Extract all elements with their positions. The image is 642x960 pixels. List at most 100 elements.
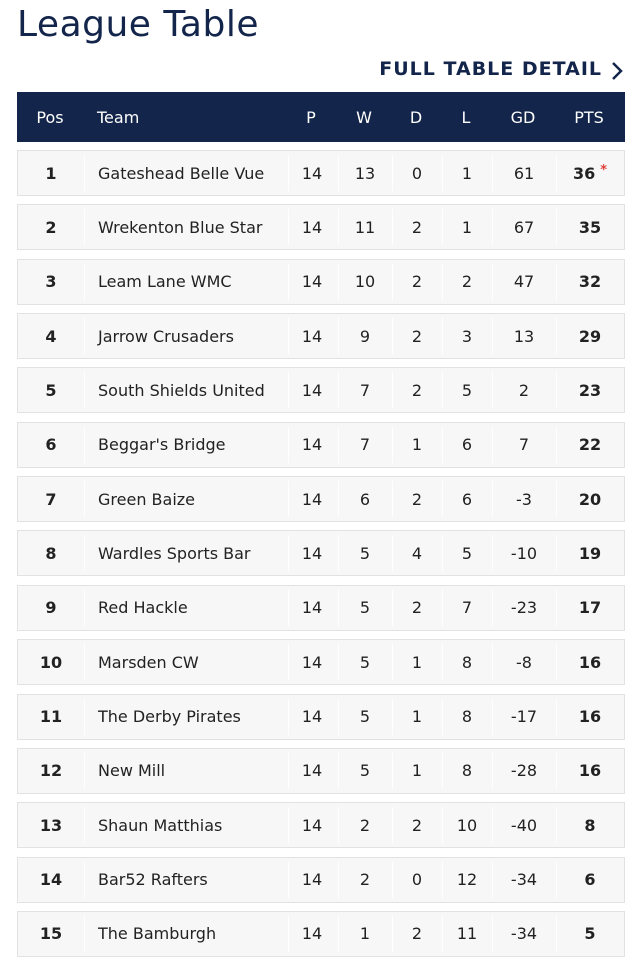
column-divider xyxy=(392,426,393,463)
stat-cell: 5 xyxy=(338,531,392,575)
stat-cell: 11 xyxy=(442,912,492,956)
cell-text: 1 xyxy=(45,163,57,183)
cell-text: 5 xyxy=(461,380,473,400)
cell-text: 14 xyxy=(301,489,323,509)
cell-text: -17 xyxy=(510,707,538,726)
column-divider xyxy=(288,861,289,898)
cell-text: 14 xyxy=(301,217,323,237)
stat-cell: 2 xyxy=(442,260,492,304)
cell-text: 9 xyxy=(359,326,371,346)
column-divider xyxy=(392,644,393,681)
cell-text: 1 xyxy=(411,761,423,781)
column-divider xyxy=(84,481,85,518)
column-divider xyxy=(288,209,289,246)
cell-text: 32 xyxy=(578,272,602,292)
cell-text: 5 xyxy=(359,652,371,672)
column-divider xyxy=(84,426,85,463)
stat-cell: 3 xyxy=(18,260,84,304)
team-name: New Mill xyxy=(98,749,288,793)
stat-cell: -40 xyxy=(492,803,556,847)
stat-cell: 7 xyxy=(442,586,492,630)
cell-text: 7 xyxy=(518,435,530,455)
column-divider xyxy=(442,426,443,463)
cell-text: Wrekenton Blue Star xyxy=(98,217,263,237)
cell-text: 1 xyxy=(461,217,473,237)
column-header: Pos xyxy=(36,107,64,127)
stat-cell: -34 xyxy=(492,858,556,902)
cell-text: 2 xyxy=(411,326,423,346)
full-table-link[interactable]: FULL TABLE DETAIL xyxy=(379,58,602,80)
stat-cell: 13 xyxy=(338,151,392,195)
column-divider xyxy=(84,807,85,844)
column-header: P xyxy=(306,107,316,127)
column-divider xyxy=(556,861,557,898)
column-divider xyxy=(492,155,493,191)
column-divider xyxy=(442,589,443,626)
column-divider xyxy=(288,263,289,300)
cell-text: 5 xyxy=(359,761,371,781)
stat-cell: 13 xyxy=(18,803,84,847)
stat-cell: 14 xyxy=(288,695,336,739)
stat-cell: 12 xyxy=(18,749,84,793)
stat-cell: 1 xyxy=(392,423,442,467)
stat-cell: 11 xyxy=(18,695,84,739)
column-divider xyxy=(392,263,393,300)
column-divider xyxy=(338,861,339,898)
stat-cell: 29 xyxy=(556,314,624,358)
column-divider xyxy=(338,155,339,191)
column-divider xyxy=(556,209,557,246)
table-row: 15 The Bamburgh 14 1 2 11 -34 5 xyxy=(17,910,625,957)
column-divider xyxy=(442,209,443,246)
column-divider xyxy=(392,535,393,572)
column-divider xyxy=(84,644,85,681)
stat-cell: 5 xyxy=(338,586,392,630)
column-divider xyxy=(392,861,393,898)
cell-text: 7 xyxy=(45,489,57,509)
column-divider xyxy=(338,426,339,463)
column-divider xyxy=(556,263,557,300)
cell-text: 14 xyxy=(301,924,323,944)
stat-cell: 14 xyxy=(288,151,336,195)
stat-cell: 16 xyxy=(556,749,624,793)
team-name: Wrekenton Blue Star xyxy=(98,205,288,249)
stat-cell: 2 xyxy=(392,368,442,412)
table-row: 14 Bar52 Rafters 14 2 0 12 -34 6 xyxy=(17,856,625,903)
column-header: Team xyxy=(97,107,140,127)
cell-text: 5 xyxy=(584,924,596,944)
stat-cell: 35 xyxy=(556,205,624,249)
column-divider xyxy=(288,318,289,355)
stat-cell: 7 xyxy=(338,423,392,467)
cell-text: Beggar's Bridge xyxy=(98,435,226,455)
table-row: 7 Green Baize 14 6 2 6 -3 20 xyxy=(17,476,625,523)
stat-cell: 4 xyxy=(392,531,442,575)
page-title: League Table xyxy=(17,4,259,45)
stat-cell: 5 xyxy=(556,912,624,956)
chevron-icon[interactable] xyxy=(610,61,624,81)
stat-cell: 1 xyxy=(338,912,392,956)
column-divider xyxy=(442,263,443,300)
table-row: 10 Marsden CW 14 5 1 8 -8 16 xyxy=(17,639,625,686)
cell-text: -23 xyxy=(510,598,538,618)
column-divider xyxy=(392,589,393,626)
column-divider xyxy=(288,807,289,844)
stat-cell: 14 xyxy=(288,314,336,358)
column-divider xyxy=(442,752,443,789)
cell-text: Leam Lane WMC xyxy=(98,272,232,292)
cell-text: 14 xyxy=(301,435,323,455)
table-row: 8 Wardles Sports Bar 14 5 4 5 -10 19 xyxy=(17,530,625,577)
column-header: PTS xyxy=(574,107,604,127)
stat-cell: 5 xyxy=(442,368,492,412)
cell-text: -40 xyxy=(510,815,538,835)
stat-cell: 8 xyxy=(556,803,624,847)
column-divider xyxy=(84,698,85,735)
cell-text: 6 xyxy=(461,435,473,455)
stat-cell: 1 xyxy=(392,749,442,793)
stat-cell: 17 xyxy=(556,586,624,630)
column-divider xyxy=(288,752,289,789)
column-divider xyxy=(442,535,443,572)
column-divider xyxy=(442,915,443,952)
cell-text: -34 xyxy=(510,924,538,944)
column-divider xyxy=(338,807,339,844)
column-divider xyxy=(492,426,493,463)
